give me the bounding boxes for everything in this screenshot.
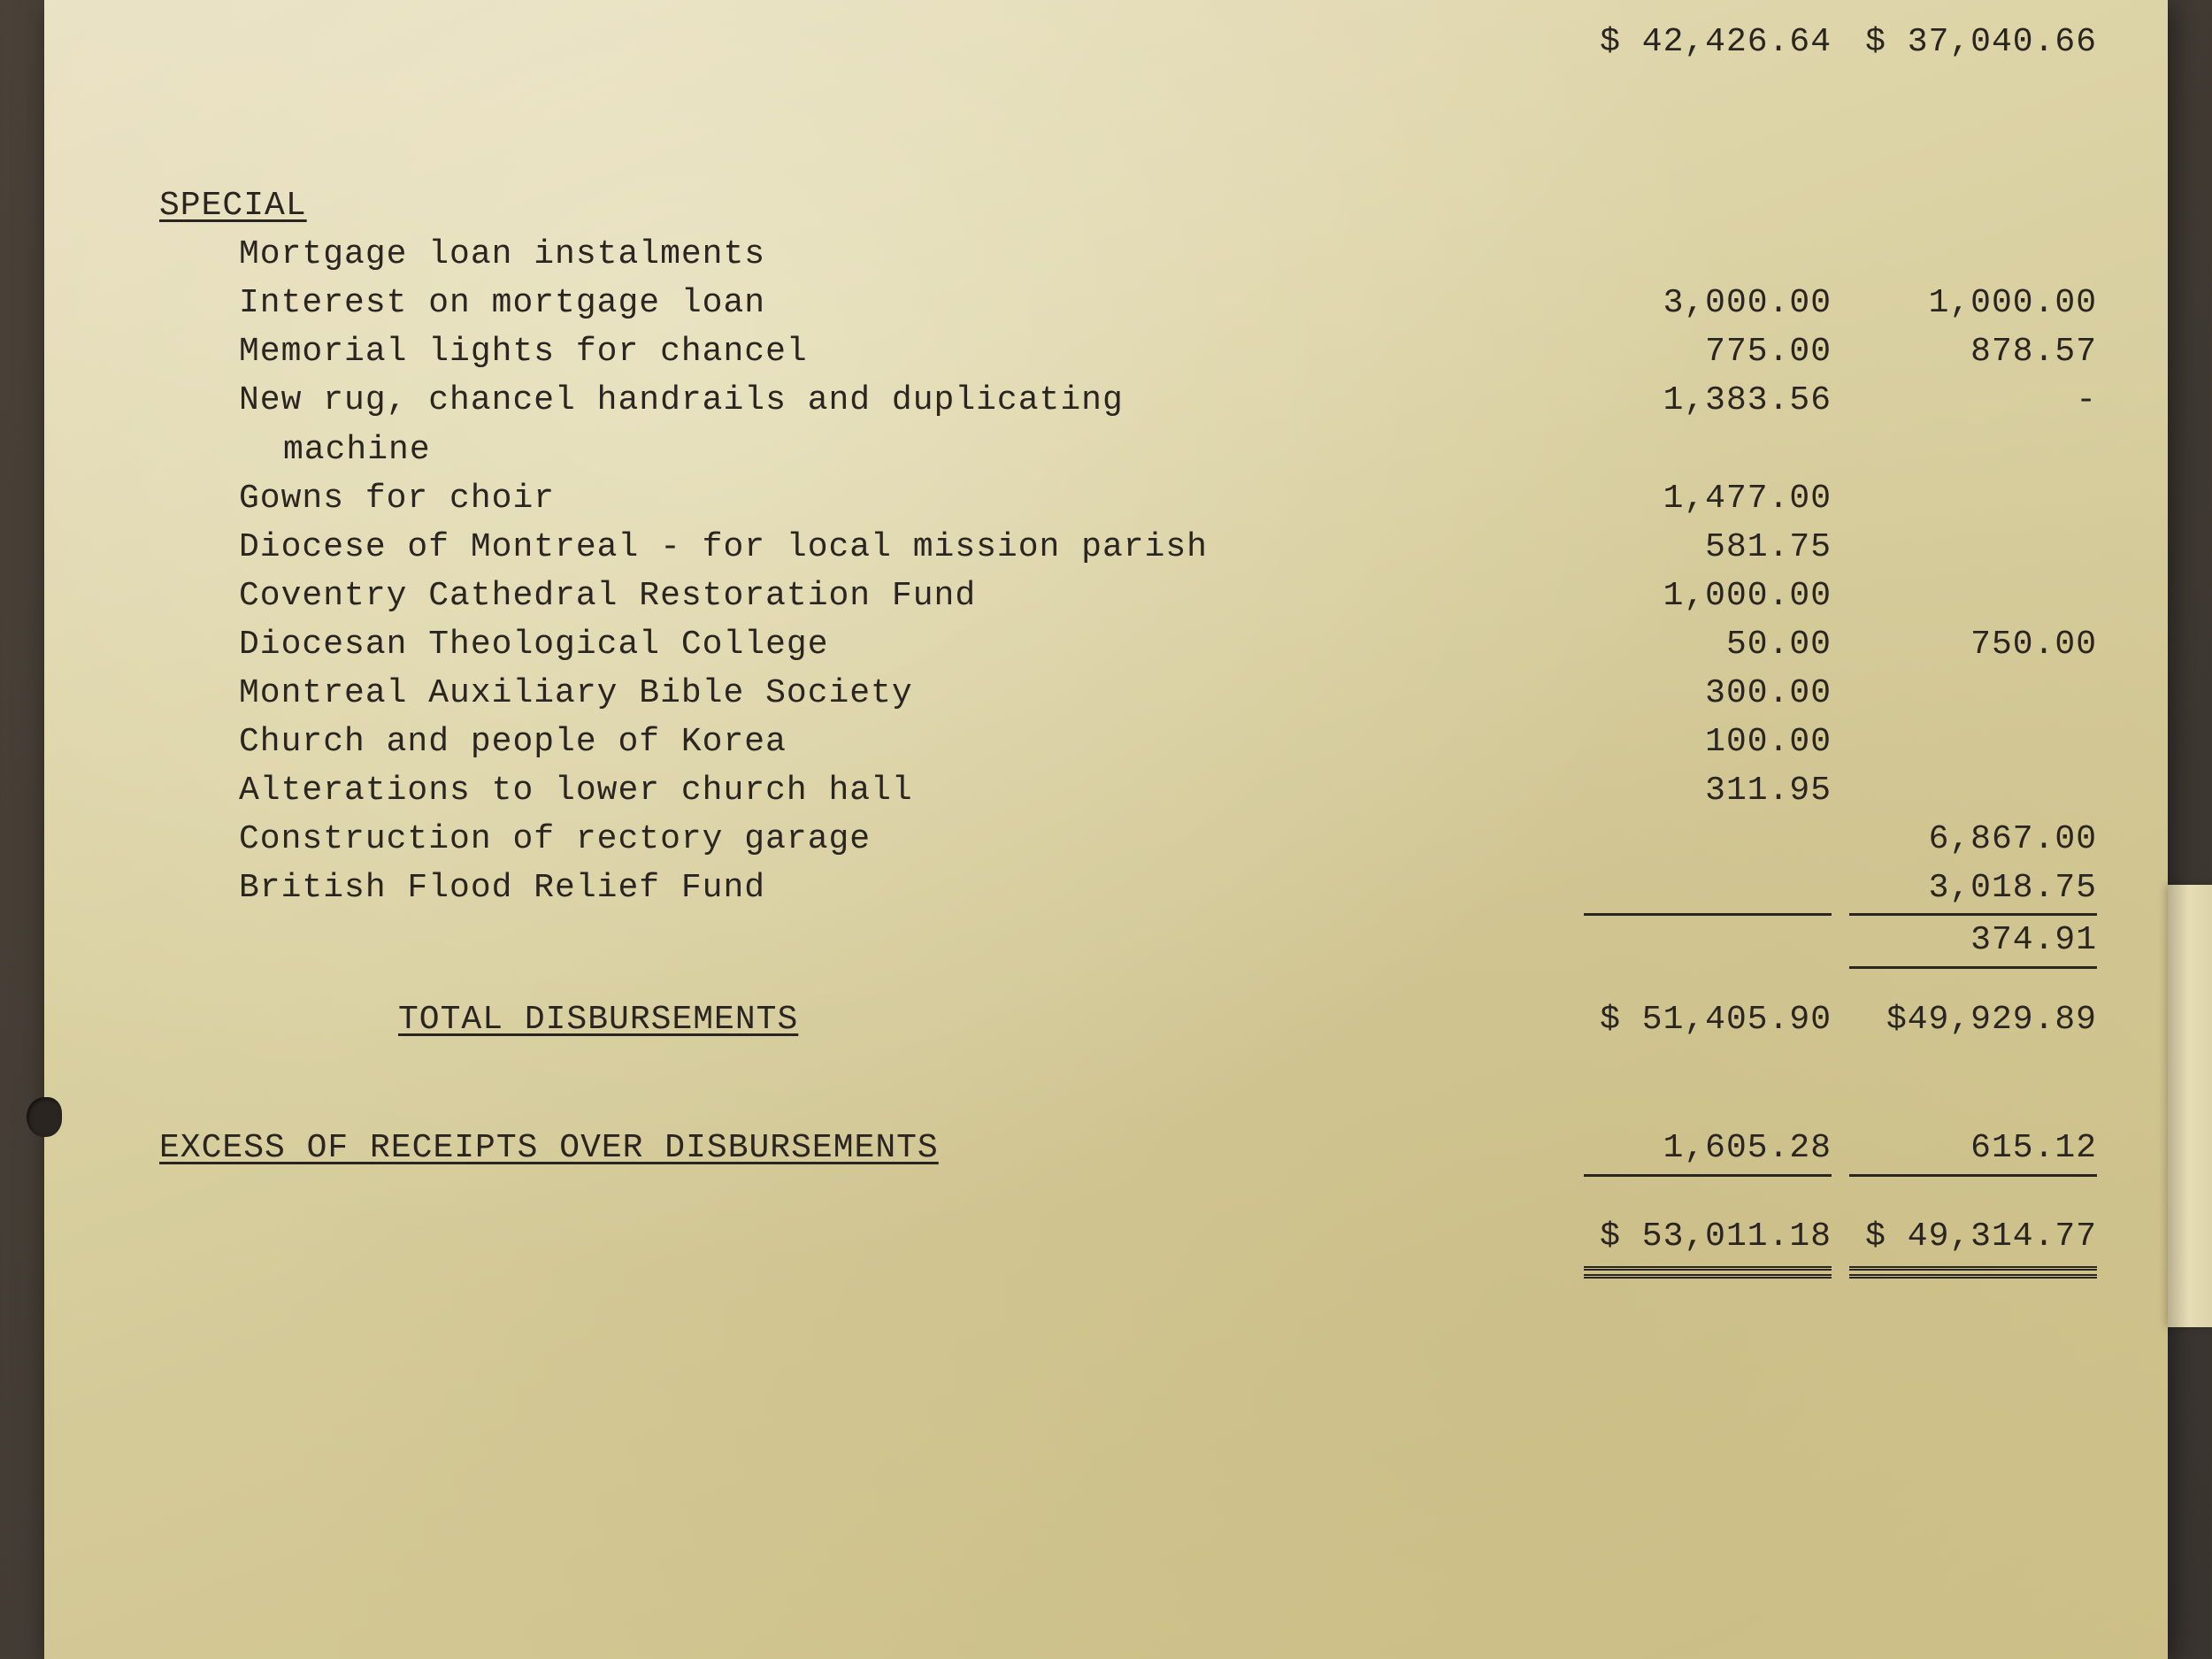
line-item: Alterations to lower church hall311.95	[115, 766, 2097, 815]
page-stack-edge	[2168, 885, 2212, 1327]
line-item: Mortgage loan instalments	[115, 230, 2097, 279]
line-item-col1: 775.00	[1584, 327, 1832, 376]
line-item-col1	[1584, 230, 1832, 279]
grand-total-row: $ 53,011.18 $ 49,314.77	[115, 1212, 2097, 1271]
total-disbursements-label: TOTAL DISBURSEMENTS	[115, 995, 1584, 1044]
total-disbursements-row: TOTAL DISBURSEMENTS $ 51,405.90 $49,929.…	[115, 995, 2097, 1044]
line-item-col2: 750.00	[1849, 620, 2097, 669]
last-item-col2: 374.91	[1849, 913, 2097, 969]
line-item-label: Alterations to lower church hall	[115, 766, 1584, 815]
line-item-label: Coventry Cathedral Restoration Fund	[115, 572, 1584, 620]
line-item-col2: 878.57	[1849, 327, 2097, 376]
excess-label: EXCESS OF RECEIPTS OVER DISBURSEMENTS	[115, 1124, 1584, 1177]
line-item-col2	[1849, 426, 2097, 474]
line-item: Montreal Auxiliary Bible Society300.00	[115, 669, 2097, 718]
subtotal-underline-col1	[1584, 913, 1832, 969]
line-item-label: Diocesan Theological College	[115, 620, 1584, 669]
line-item-col2: 6,867.00	[1849, 815, 2097, 864]
line-item: British Flood Relief Fund 3,018.75	[115, 864, 2097, 912]
line-item-label: Gowns for choir	[115, 474, 1584, 523]
line-item-col2	[1849, 718, 2097, 766]
excess-col1: 1,605.28	[1584, 1124, 1832, 1177]
line-item-col1: 1,477.00	[1584, 474, 1832, 523]
section-header-special: SPECIAL	[159, 181, 2097, 230]
line-item: Church and people of Korea100.00	[115, 718, 2097, 766]
excess-row: EXCESS OF RECEIPTS OVER DISBURSEMENTS 1,…	[115, 1124, 2097, 1177]
total-disbursements-col2: $49,929.89	[1849, 995, 2097, 1044]
line-item-col2: -	[1849, 376, 2097, 425]
line-item-col2	[1849, 669, 2097, 718]
hole-punch	[27, 1097, 62, 1137]
grand-total-col1: $ 53,011.18	[1584, 1212, 1832, 1271]
line-item-label: Mortgage loan instalments	[115, 230, 1584, 279]
document-content: $ 42,426.64 $ 37,040.66 SPECIAL Mortgage…	[115, 18, 2097, 1271]
document-paper: $ 42,426.64 $ 37,040.66 SPECIAL Mortgage…	[44, 0, 2168, 1659]
line-item-col2: 1,000.00	[1849, 279, 2097, 327]
line-items-container: Mortgage loan instalments Interest on mo…	[115, 230, 2097, 912]
top-subtotals-row: $ 42,426.64 $ 37,040.66	[115, 18, 2097, 66]
line-item-col1	[1584, 864, 1832, 912]
line-item-label: Diocese of Montreal - for local mission …	[115, 523, 1584, 572]
line-item-col1: 1,383.56	[1584, 376, 1832, 425]
line-item: Gowns for choir1,477.00	[115, 474, 2097, 523]
subtotal-underline-row: 374.91	[115, 913, 2097, 969]
line-item-col1: 100.00	[1584, 718, 1832, 766]
line-item-label: Montreal Auxiliary Bible Society	[115, 669, 1584, 718]
line-item-col1	[1584, 426, 1832, 474]
line-item-col1	[1584, 815, 1832, 864]
line-item: Diocese of Montreal - for local mission …	[115, 523, 2097, 572]
line-item: Coventry Cathedral Restoration Fund1,000…	[115, 572, 2097, 620]
line-item-col2	[1849, 572, 2097, 620]
line-item-col2	[1849, 474, 2097, 523]
line-item-col2	[1849, 766, 2097, 815]
line-item-label: Church and people of Korea	[115, 718, 1584, 766]
line-item-col1: 1,000.00	[1584, 572, 1832, 620]
line-item: New rug, chancel handrails and duplicati…	[115, 376, 2097, 425]
line-item-col1: 3,000.00	[1584, 279, 1832, 327]
line-item-col1: 581.75	[1584, 523, 1832, 572]
line-item-col2: 3,018.75	[1849, 864, 2097, 912]
line-item-col1: 300.00	[1584, 669, 1832, 718]
total-disbursements-col1: $ 51,405.90	[1584, 995, 1832, 1044]
line-item-label: Construction of rectory garage	[115, 815, 1584, 864]
grand-total-col2: $ 49,314.77	[1849, 1212, 2097, 1271]
line-item: Construction of rectory garage 6,867.00	[115, 815, 2097, 864]
line-item-label: New rug, chancel handrails and duplicati…	[115, 376, 1584, 425]
line-item-col1: 50.00	[1584, 620, 1832, 669]
top-subtotal-col2: $ 37,040.66	[1849, 18, 2097, 66]
line-item: machine	[115, 426, 2097, 474]
excess-col2: 615.12	[1849, 1124, 2097, 1177]
line-item-label: machine	[115, 426, 1584, 474]
top-subtotal-col1: $ 42,426.64	[1584, 18, 1832, 66]
line-item: Memorial lights for chancel775.00 878.57	[115, 327, 2097, 376]
line-item-col2	[1849, 523, 2097, 572]
line-item-label: British Flood Relief Fund	[115, 864, 1584, 912]
line-item-col2	[1849, 230, 2097, 279]
line-item: Interest on mortgage loan3,000.00 1,000.0…	[115, 279, 2097, 327]
line-item-label: Interest on mortgage loan	[115, 279, 1584, 327]
line-item-label: Memorial lights for chancel	[115, 327, 1584, 376]
line-item: Diocesan Theological College50.00 750.00	[115, 620, 2097, 669]
line-item-col1: 311.95	[1584, 766, 1832, 815]
